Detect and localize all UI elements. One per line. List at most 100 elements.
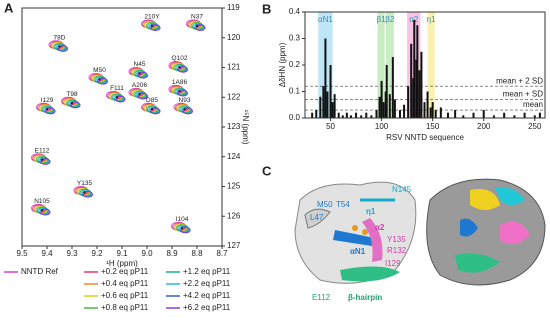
residue-label: L47	[310, 213, 324, 222]
legend-label: +1.2 eq pP11	[183, 267, 231, 276]
legend-label: +0.2 eq pP11	[101, 267, 149, 276]
bar	[538, 112, 541, 118]
reference-label: mean + 2 SD	[496, 76, 543, 85]
peak-contour	[98, 78, 109, 85]
reference-label: mean	[523, 100, 543, 109]
peak	[150, 107, 154, 111]
bar	[533, 115, 536, 118]
peak-label: Y135	[77, 180, 93, 187]
bar	[513, 115, 516, 118]
x-tick-label: 9.2	[91, 249, 103, 258]
peak-label: A206	[132, 82, 148, 89]
panel-label: A	[4, 0, 14, 15]
residue-label: M50	[317, 200, 333, 209]
peak-contour	[58, 45, 69, 52]
y-tick-label: 120	[227, 33, 241, 42]
peak-contour	[83, 191, 94, 198]
peak-label: N93	[179, 97, 191, 104]
bar	[429, 107, 432, 118]
peak	[115, 96, 119, 99]
peak-label: F111	[110, 85, 124, 92]
region-label: β2	[385, 15, 395, 24]
bar	[380, 80, 383, 118]
bar	[370, 115, 373, 118]
reference-label: mean + SD	[503, 90, 543, 99]
y-axis-label: ¹⁵N (ppm)	[241, 110, 250, 145]
peak-label: I104	[176, 216, 189, 223]
bar	[462, 115, 465, 118]
residue-label: E112	[312, 293, 331, 302]
x-tick-label: 150	[426, 122, 440, 131]
region	[385, 12, 394, 118]
bar	[326, 91, 329, 118]
peak-label: D85	[146, 97, 158, 104]
residue-label: Y135	[387, 235, 406, 244]
residue-label: αN1	[350, 247, 366, 256]
peak-contour	[178, 66, 189, 73]
peak-label: N45	[134, 61, 146, 68]
residue-label: N145	[392, 185, 412, 194]
bar	[337, 112, 340, 118]
region-label: αN1	[318, 15, 333, 24]
y-tick-label: 124	[227, 152, 241, 161]
peak-label: M50	[93, 67, 106, 74]
peak-contour	[150, 107, 161, 115]
bar	[311, 112, 314, 118]
bar	[355, 112, 358, 118]
bar	[329, 65, 332, 118]
peak-label: N37	[191, 14, 203, 21]
peak-contour	[138, 93, 149, 100]
bar	[418, 70, 421, 118]
bar	[349, 115, 352, 118]
bar	[385, 65, 388, 118]
bar	[315, 110, 318, 118]
peak	[45, 107, 49, 111]
peak	[83, 191, 86, 194]
x-tick-label: 8.8	[191, 249, 203, 258]
panel-c-labels: M50 T54 L47 η1 N145 α2 Y135 R132 αN1 I12…	[310, 185, 412, 302]
peak-contour	[115, 96, 126, 103]
bar	[482, 110, 485, 118]
bar	[324, 38, 327, 118]
y-tick-label: 0.4	[289, 7, 301, 16]
peak	[98, 78, 101, 81]
legend-label: +2.2 eq pP11	[183, 279, 231, 288]
bar	[398, 110, 401, 118]
peak-label: 210Y	[144, 14, 160, 21]
x-tick-label: 8.7	[216, 249, 228, 258]
bar	[388, 94, 391, 118]
peak-label: E112	[35, 147, 50, 154]
bar	[423, 102, 426, 118]
y-tick-label: 125	[227, 182, 241, 191]
x-tick-label: 9.4	[41, 249, 53, 258]
region-label: β1	[377, 15, 387, 24]
peak-contour	[70, 101, 81, 109]
bar	[472, 112, 475, 118]
legend-label: +0.8 eq pP11	[101, 303, 149, 312]
peak	[183, 107, 186, 111]
y-tick-label: 0.2	[289, 60, 301, 69]
bar	[439, 107, 442, 118]
peak	[70, 102, 74, 105]
peak-contour	[183, 107, 194, 115]
x-tick-label: 100	[375, 122, 389, 131]
x-tick-label: 8.9	[166, 249, 178, 258]
bar	[454, 110, 457, 118]
bar	[384, 91, 387, 118]
bar	[446, 112, 449, 118]
bar	[382, 102, 385, 118]
peak-label: N105	[34, 198, 50, 205]
y-tick-label: 0.0	[289, 113, 301, 122]
x-tick-label: 50	[326, 122, 335, 131]
bar	[492, 115, 495, 118]
bar	[393, 99, 396, 118]
y-tick-label: 0.1	[289, 87, 301, 96]
peak-label: 78D	[54, 34, 66, 41]
bar	[322, 86, 325, 118]
peak	[178, 90, 181, 93]
region	[377, 12, 385, 118]
x-axis-label: RSV NNTD sequence	[386, 133, 464, 142]
residue-label: R132	[387, 246, 407, 255]
residue-label: β-hairpin	[348, 293, 382, 302]
peak-contour	[40, 158, 51, 165]
